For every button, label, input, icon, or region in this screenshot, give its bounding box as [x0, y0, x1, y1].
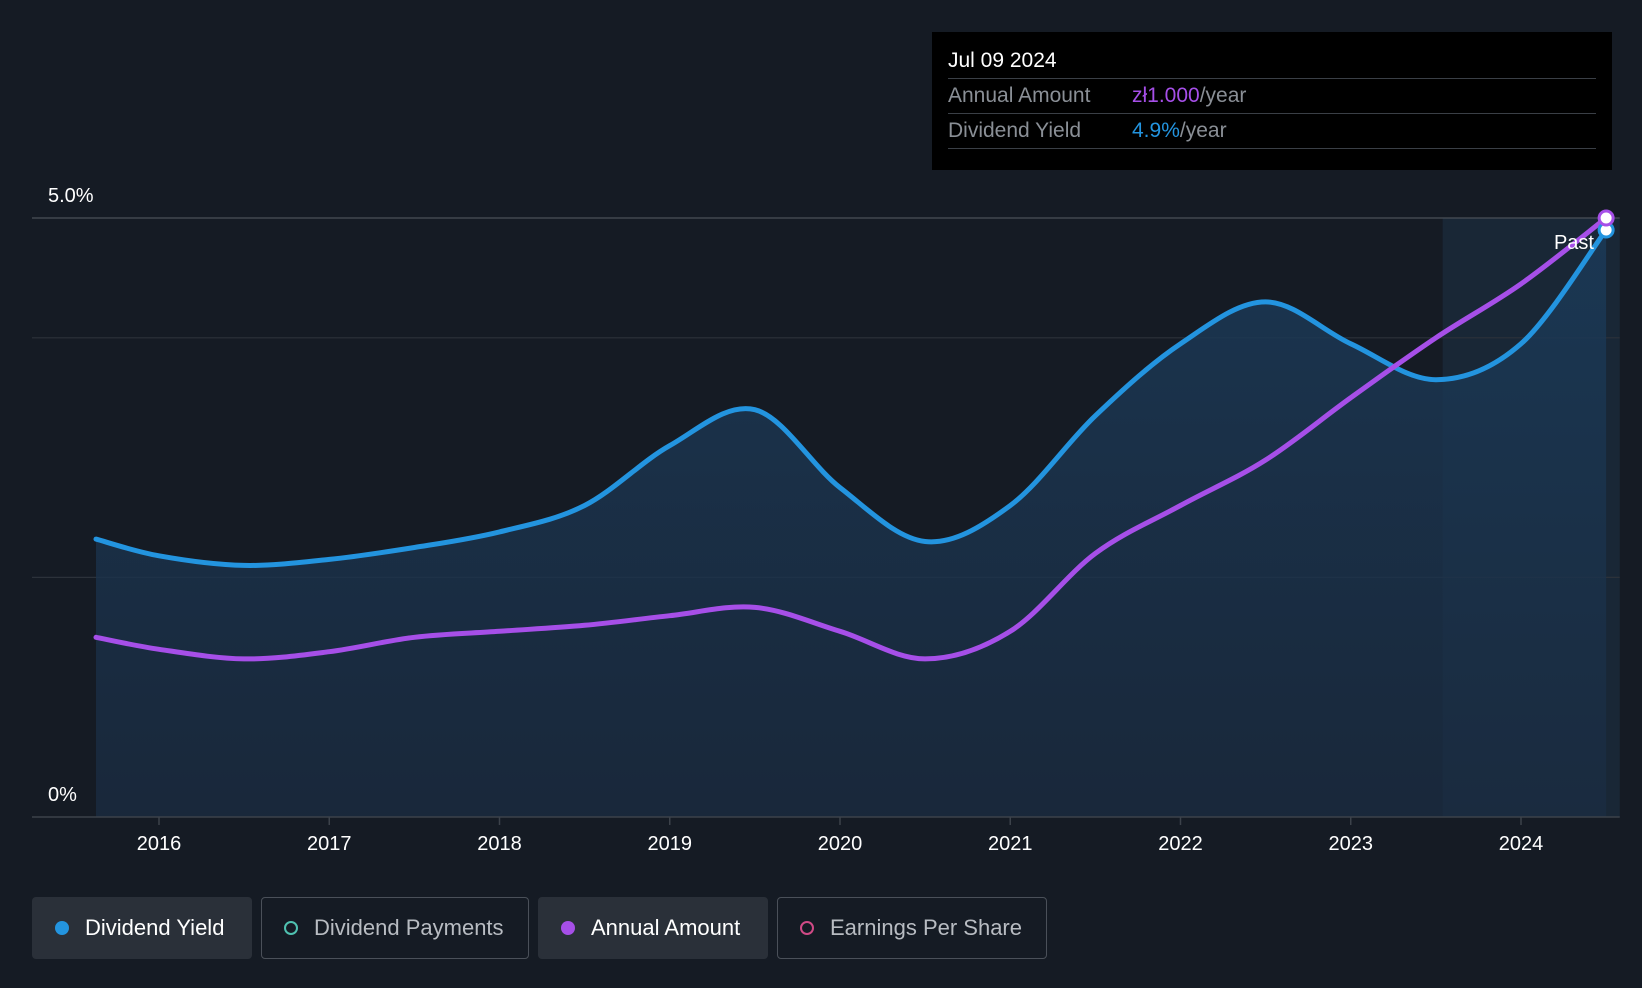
tooltip-unit: /year [1179, 119, 1227, 142]
past-label: Past [1554, 232, 1594, 254]
dividend-payments-ring-icon [284, 921, 298, 935]
x-tick-label: 2023 [1329, 833, 1374, 855]
annual-amount-dot-icon [561, 921, 575, 935]
legend-label: Dividend Yield [85, 915, 225, 940]
dividend-yield-dot-icon [55, 921, 69, 935]
annual-amount-endpoint [1597, 209, 1615, 227]
tooltip: Jul 09 2024 Annual Amount zł1.000 /year … [932, 32, 1612, 170]
x-tick-label: 2020 [818, 833, 863, 855]
x-tick-label: 2021 [988, 833, 1033, 855]
legend-label: Dividend Payments [314, 915, 504, 940]
x-tick-label: 2019 [648, 833, 693, 855]
x-tick-label: 2024 [1499, 833, 1544, 855]
legend-dividend-payments-button[interactable]: Dividend Payments [261, 897, 529, 959]
tooltip-value: zł1.000 [1132, 84, 1200, 107]
tooltip-row-annual-amount: Annual Amount zł1.000 /year [948, 79, 1596, 114]
plot-area [93, 215, 1609, 817]
tooltip-unit: /year [1199, 84, 1247, 107]
tooltip-label: Annual Amount [948, 84, 1091, 107]
y-tick-label-top: 5.0% [48, 185, 94, 207]
legend-label: Earnings Per Share [830, 915, 1022, 940]
dividend-yield-area [96, 230, 1607, 817]
tooltip-label: Dividend Yield [948, 119, 1082, 142]
legend-earnings-per-share-button[interactable]: Earnings Per Share [777, 897, 1047, 959]
annual-amount-line [93, 215, 1609, 662]
tooltip-row-dividend-yield: Dividend Yield 4.9% /year [948, 114, 1596, 149]
x-axis-ticks: 2016 2017 2018 2019 2020 2021 2022 2023 2024 [137, 817, 1544, 855]
legend: Dividend Yield Dividend Payments Annual … [32, 897, 1047, 959]
legend-label: Annual Amount [591, 915, 741, 940]
x-tick-label: 2018 [477, 833, 522, 855]
tooltip-value: 4.9% [1132, 119, 1180, 142]
dividend-yield-line [93, 227, 1609, 568]
x-tick-label: 2017 [307, 833, 352, 855]
earnings-per-share-ring-icon [800, 921, 814, 935]
tooltip-date: Jul 09 2024 [948, 46, 1596, 79]
legend-annual-amount-button[interactable]: Annual Amount [538, 897, 768, 959]
endpoint-markers [1597, 209, 1615, 239]
x-tick-label: 2016 [137, 833, 182, 855]
y-tick-label-bottom: 0% [48, 784, 77, 806]
x-tick-label: 2022 [1158, 833, 1203, 855]
legend-dividend-yield-button[interactable]: Dividend Yield [32, 897, 252, 959]
